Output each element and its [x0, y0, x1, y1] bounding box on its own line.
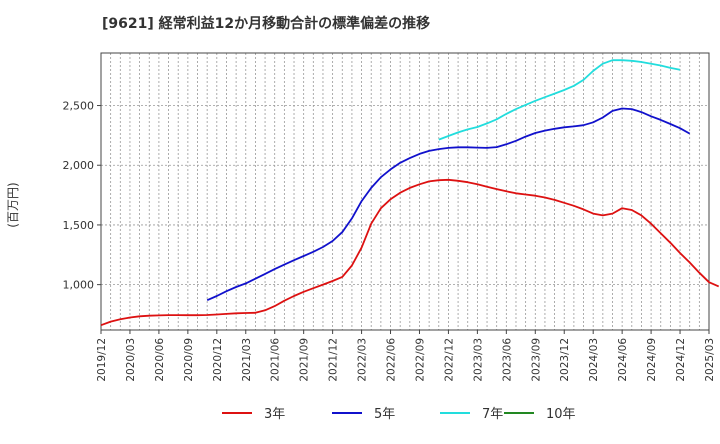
x-tick-label: 2022/09	[414, 338, 426, 382]
plot-area	[101, 53, 709, 330]
legend-item-1: 3年	[222, 407, 285, 422]
x-tick-label: 2021/06	[270, 338, 282, 382]
x-tick-label: 2023/03	[472, 338, 484, 382]
grid-layer	[101, 53, 709, 330]
x-tick-label: 2024/03	[588, 338, 600, 382]
x-tick-label: 2023/06	[501, 338, 513, 382]
x-tick-label: 2022/12	[443, 338, 455, 382]
x-tick-label: 2025/03	[704, 338, 716, 382]
plot-frame	[100, 52, 710, 331]
x-tick-label: 2022/06	[386, 338, 398, 382]
x-tick-label: 2024/12	[675, 338, 687, 382]
legend-label: 3年	[264, 407, 285, 422]
chart-title: [9621] 経常利益12か月移動合計の標準偏差の推移	[102, 15, 430, 32]
y-tick-label: 1,000	[63, 279, 95, 292]
y-tick-label: 1,500	[63, 219, 95, 232]
legend-label: 7年	[482, 407, 503, 422]
x-tick-label: 2020/06	[154, 338, 166, 382]
legend-label: 10年	[546, 407, 576, 422]
y-tick-labels: 1,000 1,500 2,000 2,500	[63, 100, 101, 292]
x-tick-label: 2021/12	[328, 338, 340, 382]
x-tick-labels: 2019/12 2020/03 2020/06 2020/09 2020/12 2021/…	[96, 330, 716, 382]
legend-item-4: 10年	[504, 407, 576, 422]
legend-item-2: 5年	[332, 407, 395, 422]
legend-label: 5年	[374, 407, 395, 422]
y-tick-label: 2,000	[63, 159, 95, 172]
x-tick-label: 2021/09	[299, 338, 311, 382]
x-tick-label: 2019/12	[96, 338, 108, 382]
series-line-1	[100, 178, 720, 327]
series-line-2	[206, 107, 691, 302]
x-tick-label: 2024/09	[646, 338, 658, 382]
x-tick-label: 2021/03	[241, 338, 253, 382]
legend-item-3: 7年	[440, 407, 503, 422]
x-tick-label: 2023/12	[559, 338, 571, 382]
x-tick-label: 2020/12	[212, 338, 224, 382]
x-tick-label: 2020/03	[125, 338, 137, 382]
y-tick-label: 2,500	[63, 100, 95, 113]
series-layer	[100, 59, 720, 327]
legend: 3年 5年 7年 10年	[222, 407, 576, 422]
x-tick-label: 2020/09	[183, 338, 195, 382]
series-line-3	[438, 59, 681, 141]
x-tick-label: 2024/06	[617, 338, 629, 382]
x-tick-label: 2023/09	[530, 338, 542, 382]
y-axis-label: (百万円)	[6, 182, 20, 227]
x-tick-label: 2022/03	[357, 338, 369, 382]
